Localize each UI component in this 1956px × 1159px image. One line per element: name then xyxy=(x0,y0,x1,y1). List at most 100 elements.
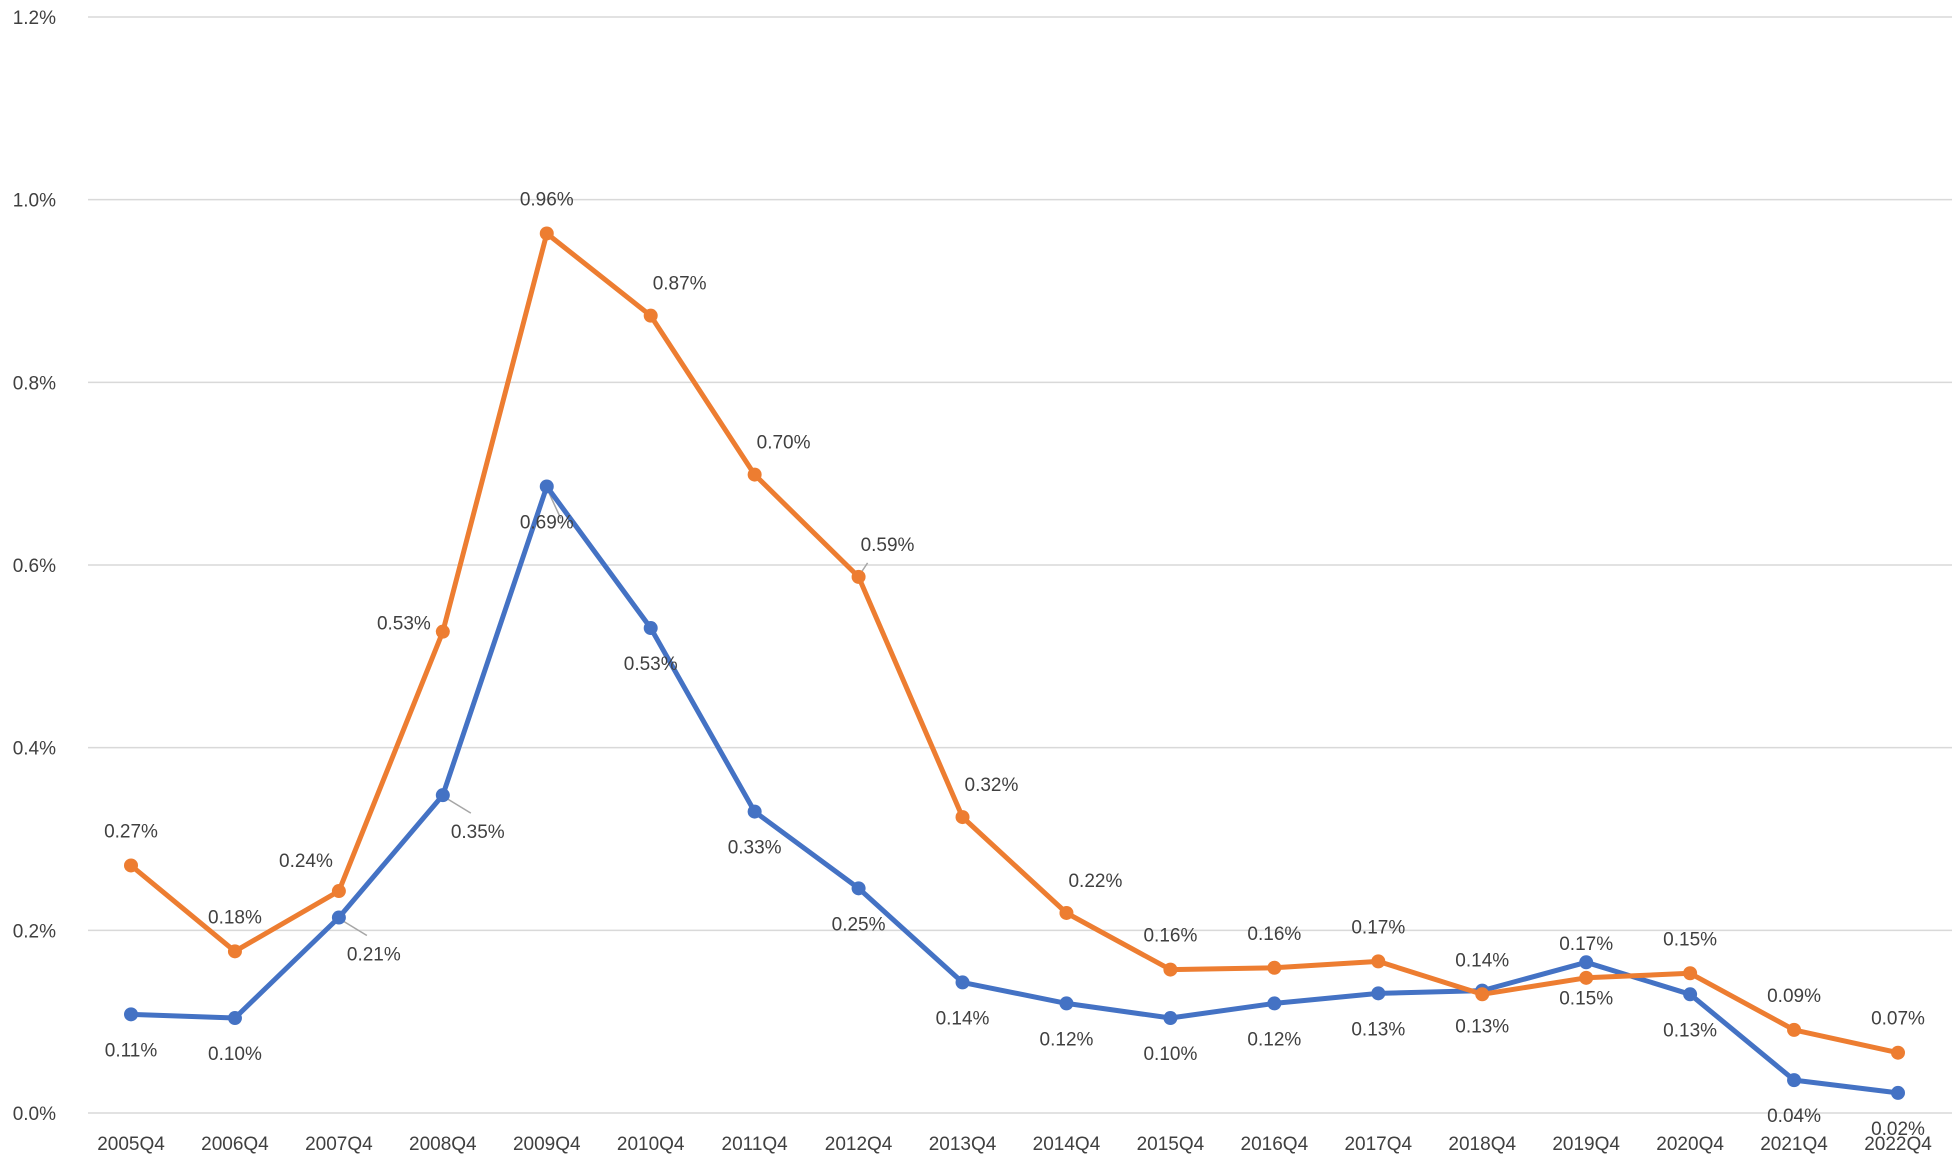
data-label: 0.07% xyxy=(1871,1009,1925,1030)
y-tick-label: 0.0% xyxy=(13,1104,56,1125)
data-point xyxy=(539,226,554,241)
x-tick-label: 2017Q4 xyxy=(1344,1134,1412,1155)
data-label: 0.04% xyxy=(1767,1106,1821,1127)
data-label: 0.12% xyxy=(1247,1029,1301,1050)
series-1 xyxy=(124,479,1905,1100)
data-point xyxy=(1683,987,1698,1002)
data-point xyxy=(955,810,970,825)
data-label: 0.15% xyxy=(1663,929,1717,950)
x-tick-label: 2009Q4 xyxy=(513,1134,581,1155)
data-label: 0.53% xyxy=(624,654,678,675)
series-2 xyxy=(124,226,1905,1060)
data-label: 0.17% xyxy=(1559,934,1613,955)
series-layer xyxy=(124,226,1905,1100)
leader-line xyxy=(860,562,869,573)
leader-line xyxy=(343,920,368,937)
y-tick-label: 0.8% xyxy=(13,373,56,394)
data-point xyxy=(643,621,658,636)
x-tick-label: 2021Q4 xyxy=(1760,1134,1828,1155)
data-label: 0.32% xyxy=(965,775,1019,796)
series-line xyxy=(128,484,1901,1096)
data-label: 0.96% xyxy=(520,189,574,210)
data-point xyxy=(1059,996,1074,1011)
data-label: 0.15% xyxy=(1559,988,1613,1009)
data-labels: 0.11% 0.10% 0.21% 0.35% 0.69% 0.53% 0.33% 0.25%… xyxy=(104,189,1925,1139)
data-point xyxy=(435,788,450,803)
x-tick-label: 2006Q4 xyxy=(201,1134,269,1155)
data-label: 0.87% xyxy=(653,274,707,295)
y-tick-label: 0.4% xyxy=(13,739,56,760)
data-point xyxy=(124,858,138,873)
data-point xyxy=(1163,962,1178,977)
data-point xyxy=(1267,996,1282,1011)
data-label: 0.24% xyxy=(279,851,333,872)
data-label: 0.22% xyxy=(1068,871,1122,892)
x-tick-label: 2011Q4 xyxy=(722,1134,789,1155)
data-point xyxy=(539,479,554,494)
data-label: 0.59% xyxy=(861,535,915,556)
data-point xyxy=(851,569,866,584)
data-label: 0.09% xyxy=(1767,986,1821,1007)
data-point xyxy=(1267,960,1282,975)
data-point xyxy=(851,881,866,896)
x-tick-label: 2007Q4 xyxy=(305,1134,373,1155)
data-label: 0.69% xyxy=(520,512,574,533)
series-line xyxy=(128,231,1901,1056)
y-tick-label: 1.2% xyxy=(13,8,56,29)
data-point xyxy=(1787,1022,1802,1037)
data-label: 0.10% xyxy=(208,1044,262,1065)
x-tick-label: 2020Q4 xyxy=(1656,1134,1724,1155)
data-label: 0.13% xyxy=(1663,1020,1717,1041)
x-tick-label: 2008Q4 xyxy=(409,1134,477,1155)
data-label: 0.16% xyxy=(1143,926,1197,947)
data-point xyxy=(747,467,762,482)
leader-lines xyxy=(343,492,869,937)
x-tick-label: 2015Q4 xyxy=(1137,1134,1205,1155)
data-label: 0.16% xyxy=(1247,924,1301,945)
x-tick-label: 2022Q4 xyxy=(1864,1134,1932,1155)
y-tick-label: 0.6% xyxy=(13,556,56,577)
data-point xyxy=(124,1007,138,1022)
leader-line xyxy=(447,798,472,814)
data-point xyxy=(643,308,658,323)
data-point xyxy=(331,884,346,899)
data-point xyxy=(1787,1073,1802,1088)
data-label: 0.27% xyxy=(104,821,158,842)
data-point xyxy=(1891,1045,1905,1060)
x-tick-label: 2018Q4 xyxy=(1448,1134,1516,1155)
data-label: 0.25% xyxy=(832,914,886,935)
data-label: 0.11% xyxy=(105,1040,158,1061)
data-point xyxy=(1891,1085,1905,1100)
x-tick-label: 2019Q4 xyxy=(1552,1134,1620,1155)
data-point xyxy=(1579,970,1594,985)
data-point xyxy=(1371,954,1386,969)
data-label: 0.13% xyxy=(1351,1019,1405,1040)
data-label: 0.53% xyxy=(377,614,431,635)
x-tick-label: 2005Q4 xyxy=(97,1134,165,1155)
data-point xyxy=(1579,955,1594,970)
x-tick-label: 2016Q4 xyxy=(1241,1134,1309,1155)
leader-line xyxy=(548,492,562,519)
data-label: 0.21% xyxy=(347,945,401,966)
y-tick-label: 0.2% xyxy=(13,921,56,942)
data-point xyxy=(955,975,970,990)
data-label: 0.35% xyxy=(451,822,505,843)
data-label: 0.12% xyxy=(1040,1029,1094,1050)
data-point xyxy=(1059,905,1074,920)
data-point xyxy=(435,624,450,639)
data-label: 0.14% xyxy=(936,1008,990,1029)
data-point xyxy=(227,944,242,959)
data-label: 0.33% xyxy=(728,838,782,859)
data-point xyxy=(1371,986,1386,1001)
x-tick-label: 2010Q4 xyxy=(617,1134,685,1155)
data-point xyxy=(331,910,346,925)
data-label: 0.18% xyxy=(208,907,262,928)
y-tick-label: 1.0% xyxy=(13,191,56,212)
x-tick-label: 2012Q4 xyxy=(825,1134,893,1155)
data-point xyxy=(1683,966,1698,981)
data-point xyxy=(1163,1011,1178,1026)
y-axis: 0.0% 0.2% 0.4% 0.6% 0.8% 1.0% 1.2% xyxy=(13,8,56,1125)
data-point xyxy=(747,804,762,819)
